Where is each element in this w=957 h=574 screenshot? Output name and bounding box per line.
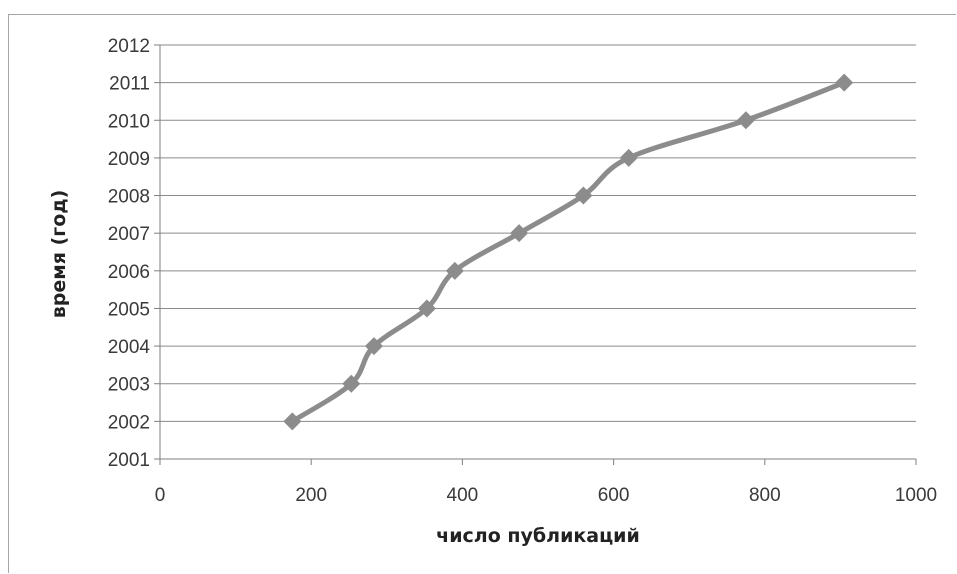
- chart-frame: [8, 14, 956, 573]
- y-tick-label: 2001: [108, 450, 150, 471]
- y-tick-label: 2004: [108, 337, 151, 358]
- data-point-marker: [342, 374, 361, 393]
- x-tick-labels: 0 200 400 600 800 1000: [155, 485, 937, 506]
- x-tick-label: 600: [598, 485, 630, 506]
- y-tick-labels: 2001 2002 2003 2004 2005 2006 2007 2008 2009 2010…: [108, 36, 151, 471]
- y-tick-label: 2012: [108, 36, 150, 57]
- axes: [154, 44, 917, 465]
- x-tick-label: 800: [749, 485, 781, 506]
- y-tick-label: 2002: [108, 412, 150, 433]
- y-tick-label: 2011: [109, 74, 150, 95]
- x-tick-label: 1000: [895, 485, 937, 506]
- y-tick-label: 2008: [108, 187, 150, 208]
- y-tick-label: 2009: [108, 149, 150, 170]
- x-tick-label: 200: [295, 485, 327, 506]
- data-point-marker: [619, 148, 638, 167]
- series-layer: [283, 73, 854, 431]
- y-tick-label: 2005: [108, 299, 150, 320]
- y-tick-label: 2003: [108, 375, 150, 396]
- data-point-marker: [283, 412, 302, 431]
- y-tick-label: 2010: [108, 111, 150, 132]
- series-line: [289, 80, 847, 424]
- data-point-marker: [364, 337, 383, 356]
- y-tick-label: 2006: [108, 262, 150, 283]
- gridlines: [160, 44, 916, 422]
- x-tick-label: 400: [447, 485, 479, 506]
- y-tick-label: 2007: [108, 224, 150, 245]
- data-point-marker: [445, 261, 464, 280]
- y-axis-title: время (год): [48, 190, 70, 319]
- x-axis-title: число публикаций: [436, 525, 640, 547]
- data-point-marker: [736, 111, 755, 130]
- x-tick-label: 0: [155, 485, 166, 506]
- data-point-marker: [574, 186, 593, 205]
- data-point-marker: [510, 224, 529, 243]
- data-point-marker: [417, 299, 436, 318]
- data-point-marker: [835, 73, 854, 92]
